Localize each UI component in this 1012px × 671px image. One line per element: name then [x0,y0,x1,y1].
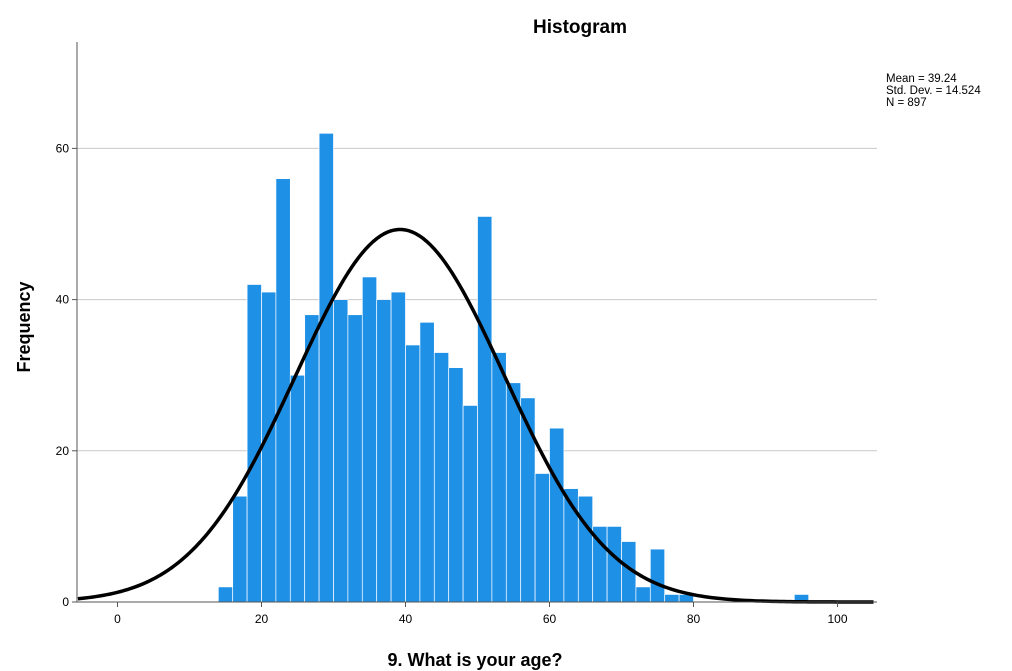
histogram-bar [217,586,234,603]
histogram-bars [217,132,810,603]
histogram-bar [462,405,478,603]
y-axis-label: Frequency [14,281,34,372]
x-tick-label: 40 [399,612,413,626]
x-tick-label: 80 [687,612,701,626]
histogram-bar [361,276,378,603]
histogram-bar [534,473,550,603]
x-axis-label: 9. What is your age? [387,650,562,670]
histogram-bar [246,284,262,603]
y-tick-label: 60 [56,141,70,155]
x-tick-label: 100 [827,612,847,626]
histogram-bar [649,548,666,603]
histogram-bar [664,594,680,603]
histogram-bar [333,299,349,603]
x-tick-label: 60 [543,612,557,626]
histogram-bar [433,352,450,603]
histogram-bar [419,321,435,603]
histogram-bar [606,526,622,603]
y-tick-label: 20 [56,444,70,458]
histogram-bar [390,291,406,603]
histogram-bar [491,352,507,603]
y-tick-label: 40 [56,293,70,307]
normal-curve [77,227,874,604]
histogram-bar [318,132,334,603]
histogram-bar [635,586,651,603]
stats-mean: Mean = 39.24 [886,73,957,85]
histogram-bar [232,495,248,603]
histogram-bar [347,314,363,603]
histogram-bar [376,299,392,603]
normal-curve-layer [77,227,874,604]
stats-box: Mean = 39.24 Std. Dev. = 14.524 N = 897 [886,73,981,109]
histogram-bar [405,344,421,603]
stats-std-dev: Std. Dev. = 14.524 [886,85,981,97]
histogram-bar [505,382,522,603]
histogram-bar [448,367,464,603]
stats-n: N = 897 [886,97,927,109]
histogram-bar [477,216,493,603]
histogram-bar [577,495,594,603]
histogram-bar [304,314,320,603]
chart-title: Histogram [533,17,627,38]
histogram-bar [549,427,565,603]
histogram-bar [289,374,306,603]
y-tick-label: 0 [62,595,69,609]
axes [76,42,877,603]
histogram-bar [261,291,277,603]
x-tick-label: 20 [255,612,269,626]
x-tick-label: 0 [114,612,121,626]
tick-labels: 0 20 40 60 0 20 40 60 80 100 [56,141,848,626]
